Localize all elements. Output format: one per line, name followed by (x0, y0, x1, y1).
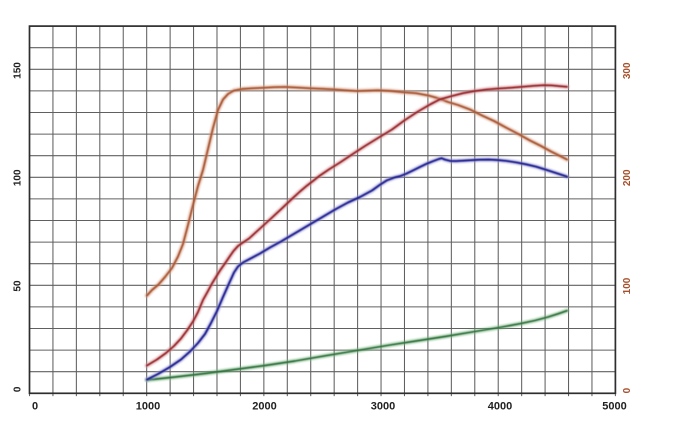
svg-text:0: 0 (13, 386, 24, 392)
svg-text:200: 200 (622, 169, 633, 186)
svg-text:300: 300 (622, 62, 633, 79)
svg-text:1000: 1000 (136, 401, 160, 413)
svg-text:4000: 4000 (488, 401, 512, 413)
svg-text:150: 150 (13, 62, 24, 79)
svg-text:100: 100 (622, 277, 633, 294)
svg-text:2000: 2000 (252, 401, 276, 413)
svg-text:0: 0 (32, 401, 38, 413)
svg-text:5000: 5000 (602, 401, 626, 413)
svg-text:0: 0 (622, 387, 633, 393)
svg-text:50: 50 (13, 280, 24, 292)
svg-text:100: 100 (13, 169, 24, 186)
svg-text:3000: 3000 (371, 401, 395, 413)
